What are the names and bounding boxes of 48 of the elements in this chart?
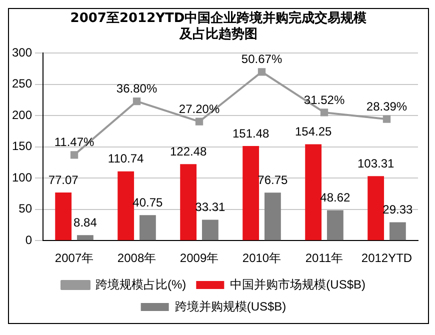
bar xyxy=(118,171,134,240)
data-label: 36.80% xyxy=(116,82,158,96)
bar xyxy=(264,192,281,240)
x-tick-label: 2010年 xyxy=(242,251,282,266)
legend-label: 跨境规模占比(%) xyxy=(96,277,186,292)
bar xyxy=(326,210,344,240)
chart-title: 2007至2012YTD中国企业跨境并购完成交易规模及占比趋势图 xyxy=(69,10,368,43)
bar xyxy=(389,222,406,240)
bar xyxy=(55,192,72,240)
bar xyxy=(77,235,94,240)
data-label: 11.47% xyxy=(54,135,94,150)
data-label: 110.74 xyxy=(108,152,144,166)
y-tick-label: 50 xyxy=(18,202,32,216)
point xyxy=(195,118,204,126)
point xyxy=(132,97,141,106)
y-tick-label: 0 xyxy=(25,232,32,247)
data-label: 8.84 xyxy=(74,215,98,230)
point xyxy=(320,108,328,116)
data-label: 50.67% xyxy=(241,52,282,66)
data-label: 77.07 xyxy=(48,172,79,187)
bar xyxy=(180,164,197,240)
data-label: 28.39% xyxy=(366,99,408,114)
data-label: 154.25 xyxy=(294,124,332,139)
legend-label: 中国并购市场规模(US$B) xyxy=(230,277,366,292)
point xyxy=(258,68,266,76)
data-label: 122.48 xyxy=(170,144,208,158)
data-label: 27.20% xyxy=(178,102,220,116)
x-tick-label: 2011年 xyxy=(305,251,344,266)
bar xyxy=(242,146,260,240)
x-tick-label: 2008年 xyxy=(117,251,156,266)
legend-label: 跨境并购规模(US$B) xyxy=(174,299,286,314)
y-tick-label: 250 xyxy=(12,76,32,91)
bar xyxy=(140,215,156,240)
point xyxy=(70,151,78,159)
data-label: 31.52% xyxy=(304,92,345,107)
x-tick-label: 2007年 xyxy=(54,251,94,266)
data-label: 151.48 xyxy=(232,126,270,140)
y-tick-label: 300 xyxy=(12,46,32,60)
x-tick-label: 2009年 xyxy=(180,251,219,266)
bar xyxy=(202,220,218,240)
bar xyxy=(368,176,384,240)
y-tick-label: 150 xyxy=(12,139,32,154)
y-tick-label: 200 xyxy=(12,108,32,122)
x-tick-label: 2012YTD xyxy=(361,251,412,266)
point xyxy=(382,115,391,123)
y-tick-label: 100 xyxy=(12,170,32,184)
data-label: 103.31 xyxy=(357,156,394,170)
bar xyxy=(305,144,322,240)
